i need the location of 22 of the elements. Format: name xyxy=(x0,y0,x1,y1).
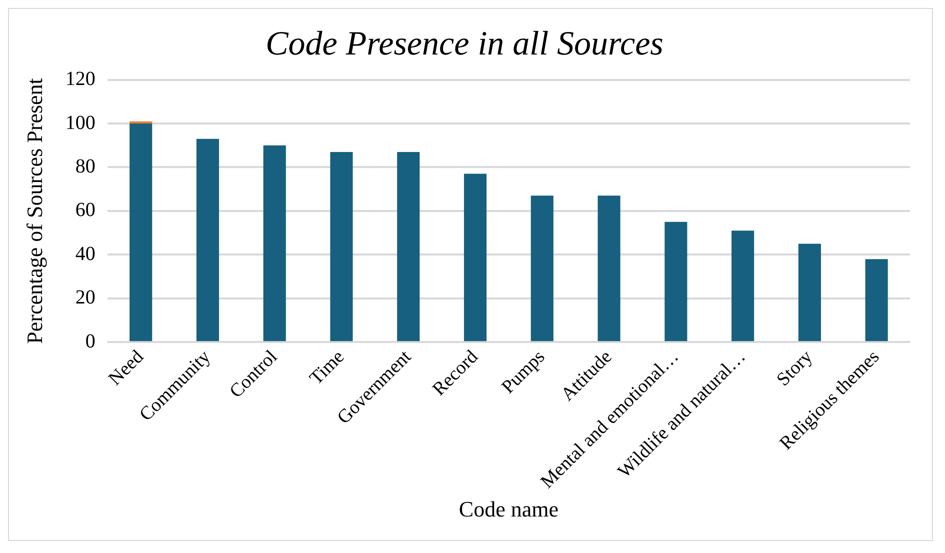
bar xyxy=(865,259,888,342)
y-tick-label: 60 xyxy=(75,199,96,222)
bar xyxy=(330,152,353,342)
chart-title: Code Presence in all Sources xyxy=(266,25,664,62)
bar xyxy=(263,145,286,342)
y-tick-label: 80 xyxy=(75,156,96,178)
bar xyxy=(397,152,420,342)
y-axis-title: Percentage of Sources Present xyxy=(22,78,47,344)
y-tick-label: 40 xyxy=(75,242,96,265)
y-tick-label: 0 xyxy=(85,330,96,352)
y-tick-label: 100 xyxy=(65,112,96,134)
bar xyxy=(130,124,152,342)
bar xyxy=(798,244,821,342)
bar xyxy=(732,230,754,342)
bar xyxy=(664,222,688,342)
y-tick-label: 120 xyxy=(65,68,96,90)
bar xyxy=(196,138,220,342)
bar xyxy=(130,121,152,124)
y-tick-label: 20 xyxy=(75,286,96,309)
bar xyxy=(464,174,487,342)
bar xyxy=(530,196,554,342)
bar xyxy=(598,196,620,342)
